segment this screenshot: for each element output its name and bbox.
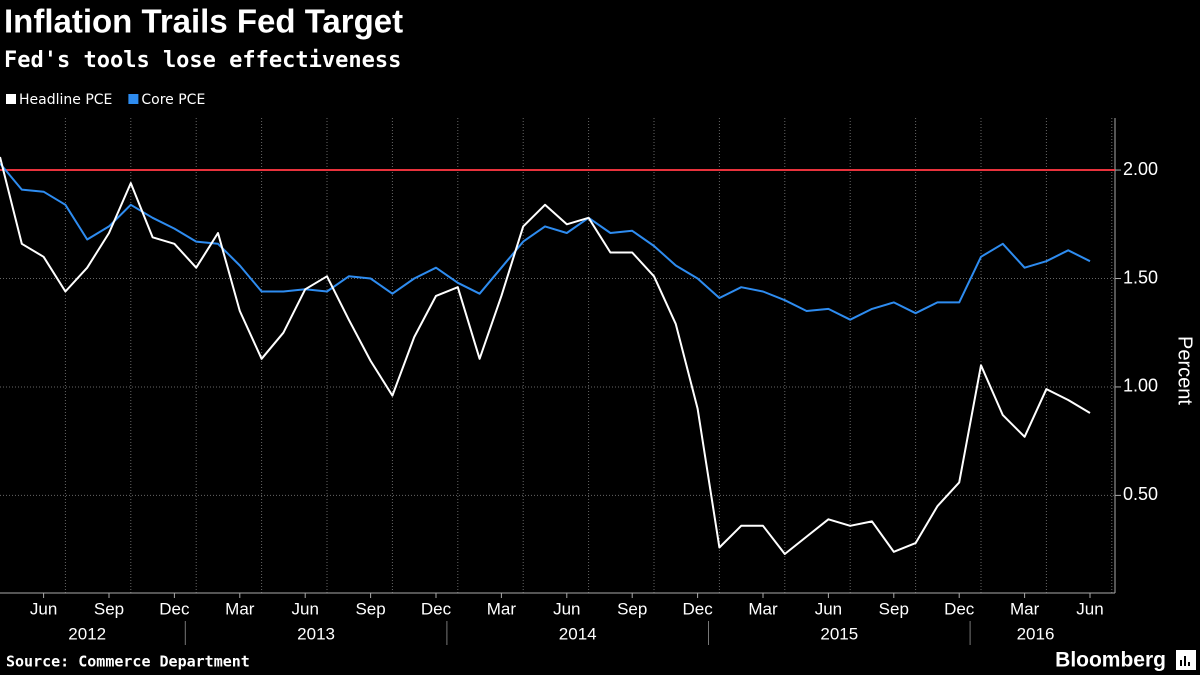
x-tick-label: Dec — [159, 599, 190, 618]
y-axis-title: Percent — [1174, 336, 1196, 405]
y-tick-label: 1.00 — [1123, 376, 1158, 396]
year-label: 2013 — [297, 624, 335, 643]
x-tick-label: Sep — [617, 599, 647, 618]
x-tick-label: Sep — [355, 599, 385, 618]
chart-title: Inflation Trails Fed Target — [4, 3, 403, 40]
x-tick-label: Mar — [748, 599, 778, 618]
y-tick-label: 0.50 — [1123, 484, 1158, 504]
x-tick-label: Mar — [1010, 599, 1040, 618]
legend-swatch — [6, 94, 16, 104]
x-tick-label: Jun — [553, 599, 580, 618]
year-label: 2014 — [559, 624, 597, 643]
x-tick-label: Dec — [421, 599, 452, 618]
chart-subtitle: Fed's tools lose effectiveness — [4, 48, 401, 73]
year-label: 2012 — [68, 624, 106, 643]
x-tick-label: Mar — [487, 599, 517, 618]
legend-swatch — [128, 94, 139, 104]
x-tick-label: Sep — [879, 599, 909, 618]
x-tick-label: Sep — [94, 599, 124, 618]
x-tick-label: Jun — [815, 599, 842, 618]
brand-icon-bars — [1180, 656, 1190, 666]
x-tick-label: Dec — [944, 599, 975, 618]
legend-label: Headline PCE — [19, 92, 112, 108]
x-tick-label: Jun — [291, 599, 318, 618]
x-tick-label: Mar — [225, 599, 255, 618]
brand: Bloomberg — [1055, 649, 1166, 672]
legend-label: Core PCE — [141, 92, 205, 108]
x-tick-label: Jun — [30, 599, 57, 618]
year-label: 2015 — [820, 624, 858, 643]
y-tick-label: 1.50 — [1123, 267, 1158, 287]
year-label: 2016 — [1017, 624, 1055, 643]
series-line — [0, 162, 1091, 321]
x-tick-label: Dec — [682, 599, 713, 618]
x-tick-label: Jun — [1076, 599, 1103, 618]
y-tick-label: 2.00 — [1123, 159, 1158, 179]
series-line — [0, 156, 1091, 555]
source: Source: Commerce Department — [6, 653, 250, 671]
